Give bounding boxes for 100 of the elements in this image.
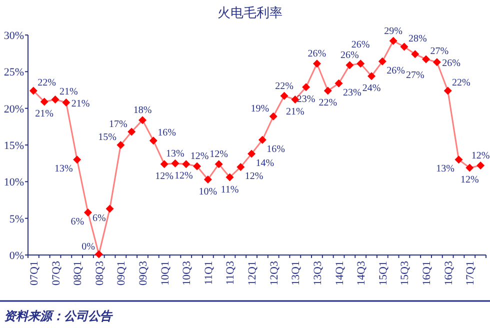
point [116,141,125,149]
data-label: 17% [109,118,128,130]
data-label: 12% [460,174,479,186]
point [149,136,158,145]
x-tick-label: 14Q1 [334,261,346,286]
x-tick-label: 11Q3 [224,260,237,286]
data-label: 16% [158,128,176,139]
data-label: 21% [35,108,54,120]
point [226,173,234,182]
chart-title: 火电毛利率 [218,5,282,20]
x-tick-label: 07Q1 [28,261,40,286]
data-label: 6% [92,212,106,224]
y-tick-label: 15% [4,140,24,152]
point [182,160,190,168]
x-tick-label: 16Q1 [421,261,434,286]
data-label: 19% [250,103,270,114]
point [378,57,386,66]
x-tick-label: 14Q3 [356,260,368,286]
point [248,150,256,158]
data-label: 26% [351,40,370,51]
x-tick-label: 08Q1 [72,261,84,286]
data-label: 14% [256,158,274,169]
x-tick-label: 09Q1 [116,261,128,286]
point [138,116,146,124]
x-tick-label: 09Q3 [138,260,150,286]
x-tick-label: 17Q1 [464,261,477,286]
data-label: 23% [296,94,316,106]
point [312,60,321,68]
point [444,86,452,95]
data-label: 12% [155,171,174,182]
point [356,60,365,68]
point [51,96,60,104]
data-label: 12% [244,171,264,182]
data-label: 26% [340,50,359,62]
x-tick-label: 13Q3 [312,260,324,286]
data-label: 23% [343,87,362,98]
point [106,204,114,213]
data-label: 12% [190,151,209,162]
data-label: 22% [452,78,470,89]
x-tick-label: 13Q1 [290,261,302,286]
data-label: 26% [308,48,326,60]
data-label: 21% [71,98,90,110]
data-label: 16% [266,144,286,155]
point [411,50,420,58]
point [128,128,136,136]
point [214,160,223,168]
point [204,175,212,184]
x-tick-label: 08Q3 [94,260,106,286]
data-label: 24% [362,83,381,94]
point [160,160,168,168]
data-label: 26% [442,58,460,70]
x-tick-label: 16Q3 [442,260,455,286]
point [400,42,408,51]
point [40,98,48,106]
point [94,250,103,258]
data-label: 29% [384,26,402,37]
data-label: 15% [98,132,116,143]
data-label: 18% [133,105,152,116]
x-tick-label: 15Q3 [399,260,412,286]
data-label: 6% [70,216,84,228]
point [334,79,343,88]
data-label: 12% [174,170,193,182]
point [29,86,38,95]
y-tick-label: 30% [4,30,24,42]
data-label: 27% [430,46,449,58]
y-tick-label: 5% [9,213,24,226]
point [476,162,485,170]
point [432,58,441,66]
x-tick-label: 12Q3 [268,260,280,286]
y-tick-label: 25% [4,66,24,79]
point [280,92,288,100]
point [269,112,278,120]
point [62,98,70,106]
data-label: 13% [54,164,73,175]
data-label: 11% [220,184,239,196]
data-label: 13% [166,148,184,160]
y-tick-label: 10% [4,176,24,189]
data-label: 0% [82,241,95,252]
point [454,156,463,164]
x-tick-label: 12Q1 [246,261,259,286]
point [466,164,474,172]
point [389,36,398,45]
data-label: 12% [210,149,228,160]
x-tick-label: 15Q1 [377,261,390,286]
data-label: 10% [198,186,218,198]
point [73,156,82,164]
data-label: 12% [471,150,490,162]
point [84,208,92,216]
x-tick-label: 11Q1 [202,261,215,286]
point [368,72,376,80]
data-label: 22% [38,78,56,89]
point [193,162,202,170]
point [302,83,310,92]
point [422,55,430,64]
point [346,61,354,70]
x-tick-label: 07Q3 [50,260,62,286]
y-tick-label: 0% [9,250,24,262]
data-label: 27% [406,70,424,82]
text: 资料来源：公司公告 [4,309,114,323]
data-label: 21% [59,86,78,98]
